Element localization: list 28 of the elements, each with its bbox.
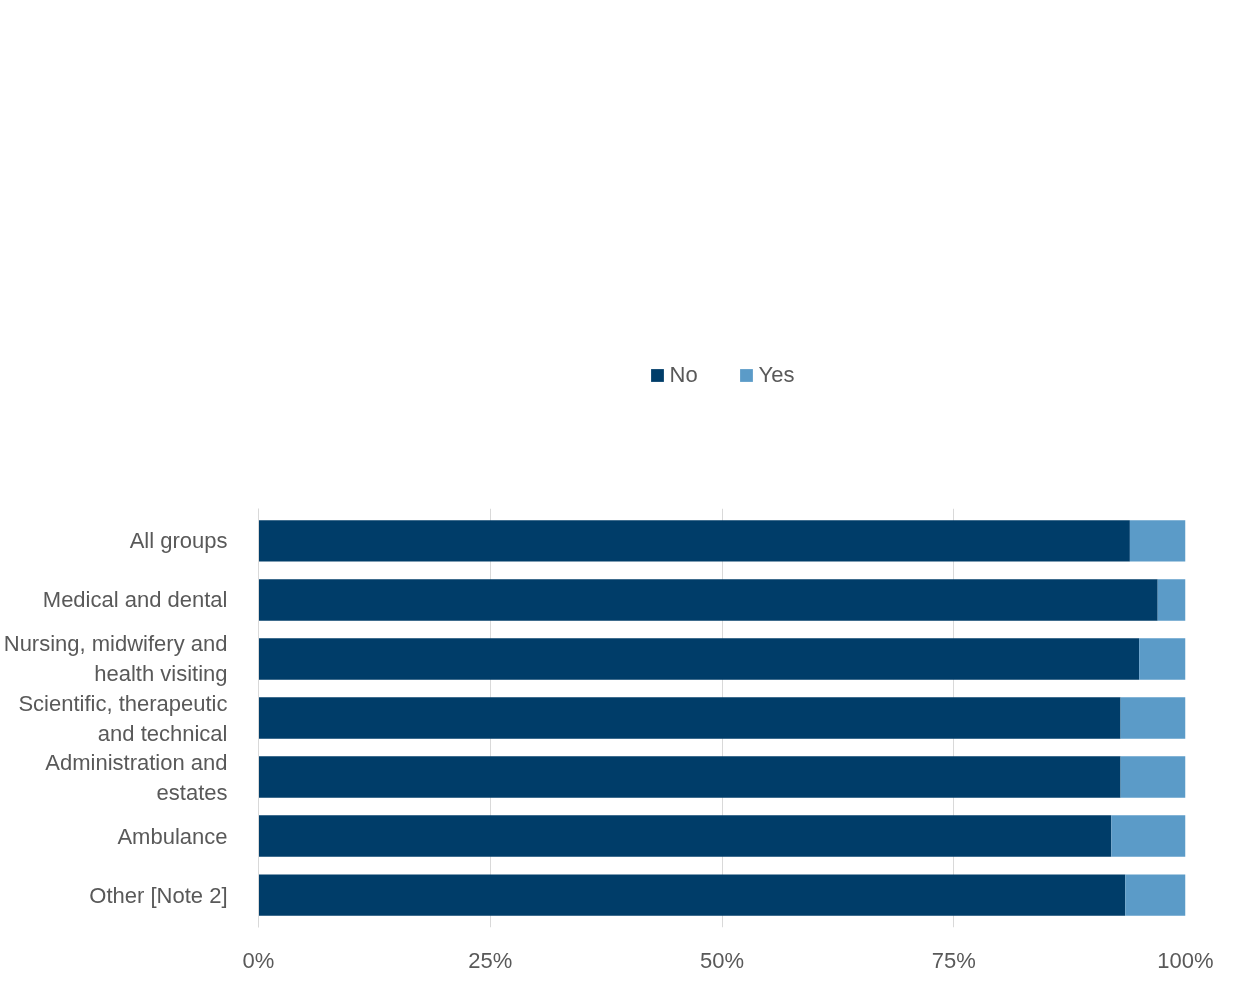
- bar: [1157, 579, 1186, 621]
- y-tick-label: Scientific, therapeutic and technical: [18, 690, 228, 746]
- bar: [1111, 815, 1186, 857]
- x-tick-label: 0%: [242, 947, 275, 973]
- y-tick-label: All groups: [129, 528, 228, 554]
- bar: [258, 579, 1158, 621]
- x-tick-label: 50%: [699, 947, 745, 973]
- y-tick-label: Administration and estates: [45, 749, 228, 805]
- bar: [258, 874, 1126, 916]
- bar: [1120, 697, 1186, 739]
- legend-label: No: [669, 361, 698, 388]
- x-tick-label: 25%: [468, 947, 513, 973]
- bar: [258, 520, 1130, 562]
- bar: [1139, 638, 1186, 680]
- bar: [258, 638, 1140, 680]
- bar: [1120, 756, 1186, 798]
- x-tick-label: 75%: [931, 947, 976, 973]
- y-tick-label: Ambulance: [117, 823, 228, 849]
- bar: [1125, 874, 1186, 916]
- y-tick-label: Medical and dental: [42, 587, 228, 613]
- bar: [258, 756, 1121, 798]
- x-tick-label: 100%: [1157, 947, 1214, 973]
- bar: [1129, 520, 1186, 562]
- y-tick-label: Other [Note 2]: [89, 882, 228, 908]
- bar: [258, 697, 1121, 739]
- y-tick-label: Nursing, midwifery and health visiting: [3, 631, 228, 687]
- legend-label: Yes: [758, 361, 795, 388]
- bar: [258, 815, 1112, 857]
